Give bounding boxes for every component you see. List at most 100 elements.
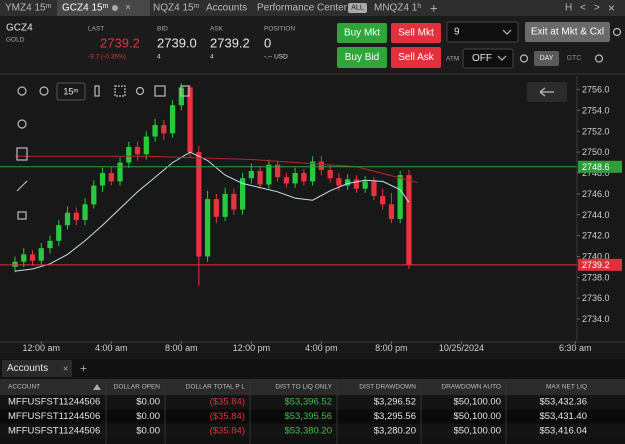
candle-body [29,254,36,261]
zoom-out[interactable] [39,86,49,96]
button-label[interactable]: Sell Ask [398,52,435,63]
table-row [0,409,625,424]
x-tick-label: 4:00 am [95,343,128,353]
tab[interactable]: GCZ4 15ᵐ [62,3,109,14]
y-tick-label: 2756.0 [582,85,610,95]
candle-body [239,178,246,210]
settings-icon[interactable] [594,54,604,63]
x-tick-label: 4:00 pm [305,343,338,353]
x-tick-label: 6:30 am [559,343,592,353]
button-label[interactable]: Buy Mkt [344,28,380,39]
position: 0 [264,36,271,51]
toggle-on[interactable] [534,51,559,66]
candle-body [204,199,211,257]
notes-tool[interactable] [16,147,28,161]
add-tab[interactable]: + [430,1,438,16]
toggle-label[interactable]: DAY [540,55,554,62]
accounts-tab-bg [2,360,72,377]
tab[interactable]: MNQZ4 1ʰ [374,3,421,14]
settings-icon[interactable] [135,86,145,96]
candle-body [169,105,176,134]
button-label[interactable]: Buy Bid [345,52,379,63]
candle-body [292,173,298,184]
table-row [0,424,625,438]
zoom-in[interactable] [17,86,27,96]
candle-body [222,193,228,217]
interval[interactable]: 15ᵐ [63,87,78,97]
button[interactable] [391,23,441,43]
table-cell: MFFUSFST11244506 [8,397,100,408]
candle-body [274,164,281,178]
y-tick-label: 2744.0 [582,210,610,220]
sort-icon[interactable] [93,384,101,390]
window-control[interactable]: < [580,3,586,14]
select-tool[interactable] [114,85,126,97]
candle-body [117,162,123,182]
candle-body [196,152,202,257]
atm-value[interactable]: OFF [472,53,492,64]
candle-body [99,173,106,186]
candle-body [353,179,360,189]
candle-body [187,87,193,153]
candle-body [12,261,18,267]
toggle-label[interactable]: GTC [567,55,582,62]
button[interactable] [391,47,441,68]
y-tick-label: 2752.0 [582,126,610,136]
bid-price: 2739.0 [157,36,197,51]
candle-body [143,136,149,155]
panel-tab[interactable]: Accounts [7,363,48,374]
symbol: GCZ4 [6,23,33,34]
table-cell: $53,416.04 [539,426,587,437]
add-panel[interactable]: + [80,362,87,376]
tab-close[interactable]: × [63,364,68,374]
y-tick-label: 2750.0 [582,147,610,157]
candle-body [134,146,141,155]
button[interactable] [337,23,387,43]
lock-tool[interactable] [17,211,27,220]
table-cell: MFFUSFST11244506 [8,411,100,422]
candle-body [56,225,62,241]
column-header: DOLLAR TOTAL P L [186,384,246,391]
candle-body [380,195,386,205]
tab[interactable]: YMZ4 15ᵐ [5,3,52,14]
candle-body [64,212,71,226]
line-tool[interactable] [16,180,28,192]
tab[interactable]: Performance Center [257,3,348,14]
settings-icon[interactable] [519,54,529,63]
column-header: DIST TO LIQ ONLY [275,384,332,391]
position-pl: -.-- USD [264,54,288,61]
tab[interactable]: Accounts [206,3,247,14]
interval-button[interactable] [56,82,86,101]
candle-body [108,173,114,182]
candle-body [21,254,27,262]
copy-tool[interactable] [180,85,190,97]
button[interactable] [337,47,387,68]
candle-body [266,164,272,185]
window-control[interactable]: × [608,1,615,15]
settings-icon[interactable] [612,27,622,37]
candle-body [362,181,368,189]
chart-bg [0,74,625,358]
button-label[interactable]: Sell Mkt [398,28,434,39]
button-label[interactable]: Exit at Mkt & Cxl [531,27,604,38]
table-cell: $3,295.56 [374,411,416,422]
quantity-input[interactable] [446,21,519,43]
quantity[interactable]: 9 [454,27,460,38]
window-control[interactable]: H [565,3,572,14]
tab[interactable]: NQZ4 15ᵐ [153,3,200,14]
price-tag-label: 2748.6 [582,162,610,172]
bar-type[interactable] [94,85,100,97]
candle-body [91,185,97,205]
candle-body [327,169,333,179]
candle-body [310,161,316,182]
window-control[interactable]: > [594,3,600,14]
table-cell: ($35.84) [210,411,245,422]
candle-body [388,204,395,219]
indicator-tool[interactable] [154,85,166,97]
crosshair-tool[interactable] [17,119,27,129]
button[interactable] [525,22,610,42]
table-cell: $0.00 [136,397,160,408]
atm-select[interactable] [462,48,514,69]
price-tag [578,160,622,173]
tab-close[interactable]: × [125,3,131,14]
